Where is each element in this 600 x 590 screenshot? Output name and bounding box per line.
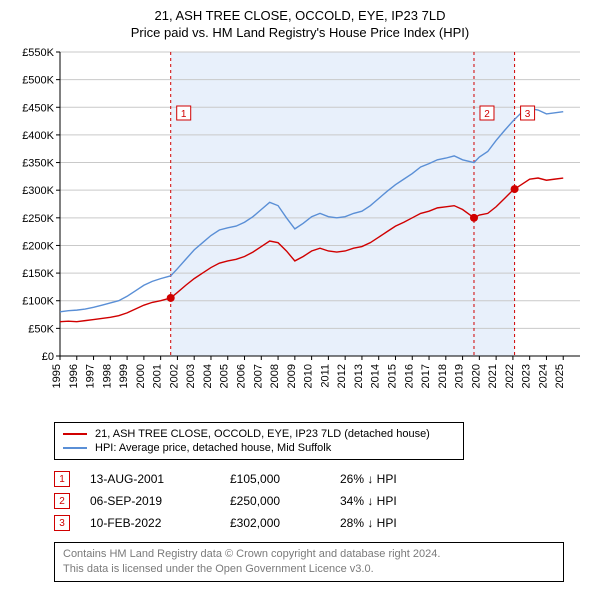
- license-line1: Contains HM Land Registry data © Crown c…: [63, 547, 555, 562]
- svg-text:2017: 2017: [420, 364, 432, 388]
- svg-text:£550K: £550K: [22, 47, 54, 59]
- svg-text:1: 1: [181, 109, 187, 120]
- svg-text:3: 3: [525, 109, 531, 120]
- svg-text:1999: 1999: [118, 364, 130, 388]
- marker-row: 1 13-AUG-2001£105,00026% ↓ HPI: [54, 468, 576, 490]
- marker-price: £105,000: [230, 472, 340, 486]
- svg-text:2000: 2000: [135, 364, 147, 388]
- svg-text:2: 2: [484, 109, 490, 120]
- chart-title-line2: Price paid vs. HM Land Registry's House …: [12, 25, 588, 40]
- legend-swatch: [63, 447, 87, 449]
- markers-table: 1 13-AUG-2001£105,00026% ↓ HPI 2 06-SEP-201…: [54, 468, 576, 534]
- svg-text:2019: 2019: [454, 364, 466, 388]
- marker-date: 13-AUG-2001: [90, 472, 230, 486]
- svg-text:£250K: £250K: [22, 213, 54, 225]
- chart-title-block: 21, ASH TREE CLOSE, OCCOLD, EYE, IP23 7L…: [12, 8, 588, 40]
- svg-text:£350K: £350K: [22, 158, 54, 170]
- svg-text:1996: 1996: [68, 364, 80, 388]
- svg-text:2015: 2015: [386, 364, 398, 388]
- svg-text:2004: 2004: [202, 364, 214, 388]
- svg-text:2021: 2021: [487, 364, 499, 388]
- svg-text:2005: 2005: [219, 364, 231, 388]
- legend-label: HPI: Average price, detached house, Mid …: [95, 442, 331, 454]
- legend-label: 21, ASH TREE CLOSE, OCCOLD, EYE, IP23 7L…: [95, 428, 430, 440]
- svg-text:£450K: £450K: [22, 102, 54, 114]
- svg-text:£100K: £100K: [22, 296, 54, 308]
- svg-text:2013: 2013: [353, 364, 365, 388]
- svg-text:2003: 2003: [185, 364, 197, 388]
- svg-text:£500K: £500K: [22, 75, 54, 87]
- marker-date: 06-SEP-2019: [90, 494, 230, 508]
- svg-text:2018: 2018: [437, 364, 449, 388]
- svg-text:2007: 2007: [252, 364, 264, 388]
- legend-swatch: [63, 433, 87, 435]
- svg-text:£300K: £300K: [22, 185, 54, 197]
- chart-svg: £0 £50K £100K £150K £200K £250K £300K £350K £400…: [12, 46, 588, 416]
- marker-date: 10-FEB-2022: [90, 516, 230, 530]
- svg-text:1995: 1995: [51, 364, 63, 388]
- legend-row: HPI: Average price, detached house, Mid …: [63, 441, 455, 455]
- svg-text:2006: 2006: [236, 364, 248, 388]
- svg-text:2024: 2024: [537, 364, 549, 388]
- svg-text:2012: 2012: [336, 364, 348, 388]
- license-box: Contains HM Land Registry data © Crown c…: [54, 542, 564, 582]
- svg-text:2011: 2011: [319, 364, 331, 388]
- marker-hpi: 34% ↓ HPI: [340, 494, 460, 508]
- svg-text:2020: 2020: [470, 364, 482, 388]
- chart-title-line1: 21, ASH TREE CLOSE, OCCOLD, EYE, IP23 7L…: [12, 8, 588, 23]
- svg-text:2016: 2016: [403, 364, 415, 388]
- svg-text:£50K: £50K: [28, 323, 54, 335]
- marker-badge: 1: [54, 471, 70, 487]
- marker-badge: 3: [54, 515, 70, 531]
- svg-text:1998: 1998: [101, 364, 113, 388]
- svg-text:£200K: £200K: [22, 240, 54, 252]
- svg-text:2014: 2014: [370, 364, 382, 388]
- marker-hpi: 28% ↓ HPI: [340, 516, 460, 530]
- marker-row: 2 06-SEP-2019£250,00034% ↓ HPI: [54, 490, 576, 512]
- chart-area: £0 £50K £100K £150K £200K £250K £300K £350K £400…: [12, 46, 588, 416]
- svg-text:2002: 2002: [168, 364, 180, 388]
- svg-text:2008: 2008: [269, 364, 281, 388]
- marker-row: 3 10-FEB-2022£302,00028% ↓ HPI: [54, 512, 576, 534]
- marker-price: £250,000: [230, 494, 340, 508]
- svg-text:£0: £0: [42, 351, 54, 363]
- svg-text:2009: 2009: [286, 364, 298, 388]
- svg-text:2010: 2010: [303, 364, 315, 388]
- svg-text:2022: 2022: [504, 364, 516, 388]
- svg-text:2023: 2023: [521, 364, 533, 388]
- legend-row: 21, ASH TREE CLOSE, OCCOLD, EYE, IP23 7L…: [63, 427, 455, 441]
- svg-text:£150K: £150K: [22, 268, 54, 280]
- legend-box: 21, ASH TREE CLOSE, OCCOLD, EYE, IP23 7L…: [54, 422, 464, 460]
- svg-text:2001: 2001: [152, 364, 164, 388]
- marker-hpi: 26% ↓ HPI: [340, 472, 460, 486]
- marker-price: £302,000: [230, 516, 340, 530]
- svg-text:1997: 1997: [85, 364, 97, 388]
- svg-text:2025: 2025: [554, 364, 566, 388]
- license-line2: This data is licensed under the Open Gov…: [63, 562, 555, 577]
- marker-badge: 2: [54, 493, 70, 509]
- svg-text:£400K: £400K: [22, 130, 54, 142]
